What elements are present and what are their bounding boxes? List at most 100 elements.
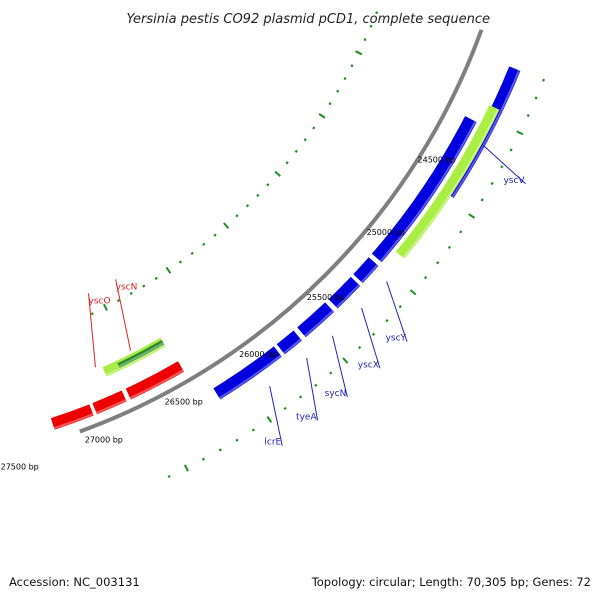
leader-line-yscO	[88, 293, 96, 368]
feature-tracks	[50, 66, 521, 430]
gene-arc-yscO	[92, 390, 127, 415]
ruler-minor-tick	[357, 345, 362, 350]
accession-text: Accession: NC_003131	[9, 575, 140, 589]
leader-line-yscY	[386, 281, 408, 342]
position-ruler	[90, 11, 546, 479]
ruler-minor-tick	[303, 138, 307, 142]
gene-label-yscY: yscY	[386, 334, 407, 344]
gene-labels: yscV yscY yscX sycN tyeA lcrE yscN yscO	[88, 144, 526, 448]
gene-arc-yscV-highlight	[379, 120, 477, 262]
leader-line-yscX	[361, 307, 381, 369]
ruler-minor-tick	[235, 438, 239, 442]
ruler-minor-tick	[283, 406, 287, 411]
tick-label: 24500 bp	[418, 155, 456, 164]
ruler-minor-tick	[375, 11, 379, 15]
gene-arc-yscO-highlight	[95, 399, 127, 414]
gene-label-lcrE: lcrE	[264, 438, 281, 448]
tick-label: 26000 bp	[239, 350, 277, 359]
topology-summary: Topology: circular; Length: 70,305 bp; G…	[311, 575, 591, 589]
ruler-minor-tick	[336, 89, 340, 93]
orf-arc-forward	[395, 105, 500, 259]
ruler-minor-tick	[116, 299, 121, 303]
ruler-minor-tick	[447, 245, 452, 250]
ruler-minor-tick	[509, 148, 513, 152]
tick-label: 27000 bp	[85, 435, 123, 444]
orf-arc-reverse-dark	[117, 339, 165, 368]
ruler-minor-tick	[459, 230, 463, 234]
leader-line-tyeA	[306, 357, 319, 421]
gene-label-yscX: yscX	[358, 360, 379, 370]
ruler-minor-tick	[294, 149, 298, 153]
ruler-minor-tick	[142, 284, 146, 288]
gene-arc-yscY-highlight	[360, 264, 379, 283]
ruler-major-tick	[318, 113, 326, 119]
gene-arc-yscV	[371, 116, 477, 263]
gene-arc-yscN-highlight	[129, 369, 184, 400]
ruler-minor-tick	[542, 78, 546, 82]
leader-line-yscV	[482, 144, 526, 185]
ruler-minor-tick	[526, 113, 530, 118]
ruler-minor-tick	[213, 233, 217, 237]
ruler-minor-tick	[343, 76, 347, 81]
ruler-minor-tick	[201, 457, 206, 461]
plasmid-backbone	[79, 29, 484, 434]
ruler-minor-tick	[190, 251, 194, 255]
ruler-major-tick	[342, 357, 349, 364]
leader-line-lcrE	[269, 386, 283, 446]
ruler-minor-tick	[299, 395, 303, 399]
gene-label-sycN: sycN	[325, 389, 347, 399]
ruler-minor-tick	[350, 64, 354, 68]
gene-label-yscN: yscN	[116, 282, 138, 292]
ruler-major-tick	[266, 415, 273, 423]
tick-label: 27500 bp	[1, 463, 39, 472]
ruler-minor-tick	[385, 319, 389, 323]
ruler-major-tick	[468, 213, 476, 219]
ruler-minor-tick	[490, 181, 494, 186]
orf-arc-forward-highlight	[402, 108, 499, 259]
gene-arc-lcrE-highlight	[218, 354, 282, 399]
gene-arc-yscX-highlight	[335, 284, 360, 309]
ruler-major-tick	[355, 50, 363, 56]
ruler-minor-tick	[534, 96, 538, 100]
tick-labels: 24500 bp 25000 bp 25500 bp 26000 bp 26500 bp…	[1, 155, 456, 472]
ruler-major-tick	[165, 266, 172, 274]
ruler-minor-tick	[329, 371, 333, 375]
orf-arc-reverse-dark-highlight	[118, 342, 164, 368]
ruler-minor-tick	[202, 242, 206, 247]
ruler-minor-tick	[167, 475, 171, 479]
orf-arc-reverse-light-highlight	[105, 344, 166, 376]
ruler-minor-tick	[436, 261, 440, 265]
ruler-minor-tick	[235, 214, 239, 218]
gene-arc-upstream-highlight	[451, 69, 520, 198]
gene-arc-sycN-highlight	[304, 310, 334, 337]
gene-arc-lcrE	[213, 346, 282, 400]
gene-arc-tyeA-highlight	[283, 338, 302, 355]
gene-arc-yscN	[125, 361, 184, 400]
ruler-minor-tick	[129, 291, 133, 296]
ruler-minor-tick	[90, 312, 94, 316]
ruler-major-tick	[223, 222, 230, 229]
tick-label: 25500 bp	[307, 293, 345, 302]
ruler-minor-tick	[423, 276, 428, 280]
leader-line-sycN	[331, 335, 348, 398]
ruler-minor-tick	[178, 260, 183, 264]
ruler-minor-tick	[398, 305, 402, 309]
ruler-minor-tick	[312, 126, 316, 130]
gene-arc-yscY	[353, 257, 379, 284]
gene-arc-yscX	[328, 276, 361, 309]
ruler-minor-tick	[328, 102, 332, 106]
ruler-major-tick	[274, 170, 281, 177]
ruler-major-tick	[183, 464, 189, 472]
ruler-major-tick	[102, 303, 108, 311]
ruler-minor-tick	[154, 276, 158, 280]
map-title: Yersinia pestis CO92 plasmid pCD1, compl…	[127, 12, 490, 27]
ruler-minor-tick	[285, 161, 289, 165]
ruler-minor-tick	[369, 24, 373, 28]
ruler-minor-tick	[251, 428, 255, 432]
tick-label: 25000 bp	[367, 228, 405, 237]
ruler-minor-tick	[218, 448, 222, 452]
ruler-minor-tick	[245, 204, 250, 208]
gene-label-yscV: yscV	[503, 176, 525, 186]
ruler-major-tick	[409, 289, 417, 296]
